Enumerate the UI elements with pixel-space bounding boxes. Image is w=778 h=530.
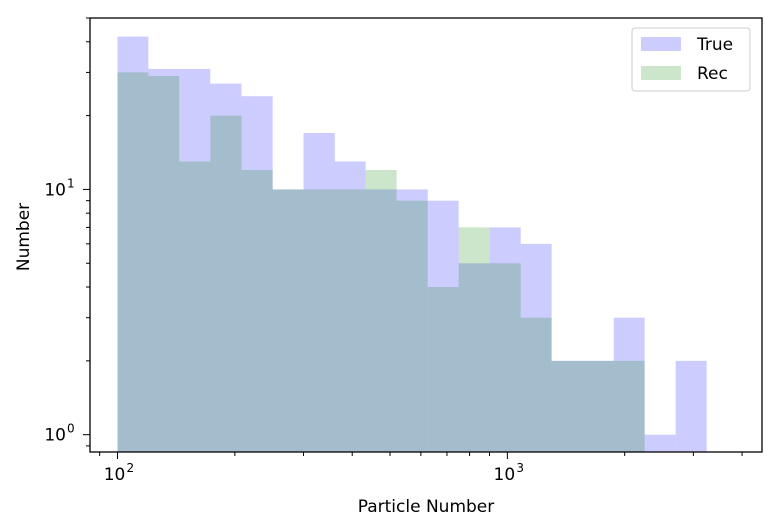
ticks-layer: 10 2 10 310 010 1 bbox=[44, 17, 743, 485]
bar-true-6 bbox=[303, 132, 335, 452]
bar-rec-6 bbox=[303, 189, 335, 452]
bar-true-5 bbox=[272, 189, 304, 452]
bars-layer bbox=[117, 36, 707, 453]
bar-true-2 bbox=[179, 68, 211, 452]
bar-rec-13 bbox=[520, 317, 552, 452]
x-tick-label-1: 10 3 bbox=[494, 461, 524, 485]
bar-true-1 bbox=[148, 68, 180, 452]
bar-rec-2 bbox=[179, 161, 211, 453]
bar-true-9 bbox=[396, 189, 428, 452]
svg-text:3: 3 bbox=[516, 461, 524, 475]
bar-rec-14 bbox=[551, 360, 583, 452]
x-tick-label-0: 10 2 bbox=[104, 461, 134, 485]
bar-rec-12 bbox=[489, 263, 521, 452]
bar-rec-15 bbox=[582, 360, 614, 452]
svg-text:10: 10 bbox=[494, 465, 516, 485]
legend-swatch-rec bbox=[641, 66, 681, 80]
bar-true-16 bbox=[613, 317, 645, 452]
bar-true-14 bbox=[551, 360, 583, 452]
svg-text:10: 10 bbox=[104, 465, 126, 485]
bar-rec-4 bbox=[241, 170, 273, 453]
bar-true-13 bbox=[520, 243, 552, 452]
bar-true-11 bbox=[458, 263, 490, 452]
y-axis-label: Number bbox=[14, 203, 34, 271]
bar-rec-5 bbox=[272, 189, 304, 452]
bar-true-12 bbox=[489, 227, 521, 452]
legend-box bbox=[631, 27, 751, 92]
legend: True Rec bbox=[631, 27, 751, 92]
bar-rec-3 bbox=[210, 115, 242, 452]
bar-true-7 bbox=[334, 161, 366, 453]
bar-rec-1 bbox=[148, 76, 180, 452]
bar-rec-0 bbox=[117, 72, 149, 452]
bar-true-18 bbox=[675, 360, 707, 452]
bar-rec-7 bbox=[334, 189, 366, 452]
bar-true-8 bbox=[365, 189, 397, 452]
svg-text:2: 2 bbox=[127, 461, 135, 475]
legend-label-rec: Rec bbox=[697, 64, 728, 84]
svg-text:0: 0 bbox=[67, 422, 75, 436]
svg-text:10: 10 bbox=[44, 426, 66, 446]
bar-true-17 bbox=[644, 434, 676, 452]
bar-true-4 bbox=[241, 96, 273, 452]
bar-true-15 bbox=[582, 360, 614, 452]
plot-frame bbox=[89, 17, 763, 453]
legend-swatch-true bbox=[641, 37, 681, 51]
bar-rec-9 bbox=[396, 200, 428, 452]
bar-rec-8 bbox=[365, 170, 397, 453]
svg-text:1: 1 bbox=[67, 176, 75, 190]
bar-true-10 bbox=[427, 200, 459, 452]
y-tick-label-1: 10 1 bbox=[44, 176, 74, 200]
bar-rec-11 bbox=[458, 227, 490, 452]
bar-true-3 bbox=[210, 83, 242, 453]
x-axis-label: Particle Number bbox=[358, 497, 495, 517]
legend-label-true: True bbox=[696, 35, 733, 55]
svg-text:10: 10 bbox=[44, 180, 66, 200]
bar-rec-10 bbox=[427, 287, 459, 452]
y-tick-label-0: 10 0 bbox=[44, 422, 74, 446]
bar-true-0 bbox=[117, 36, 149, 452]
bar-rec-16 bbox=[613, 360, 645, 452]
